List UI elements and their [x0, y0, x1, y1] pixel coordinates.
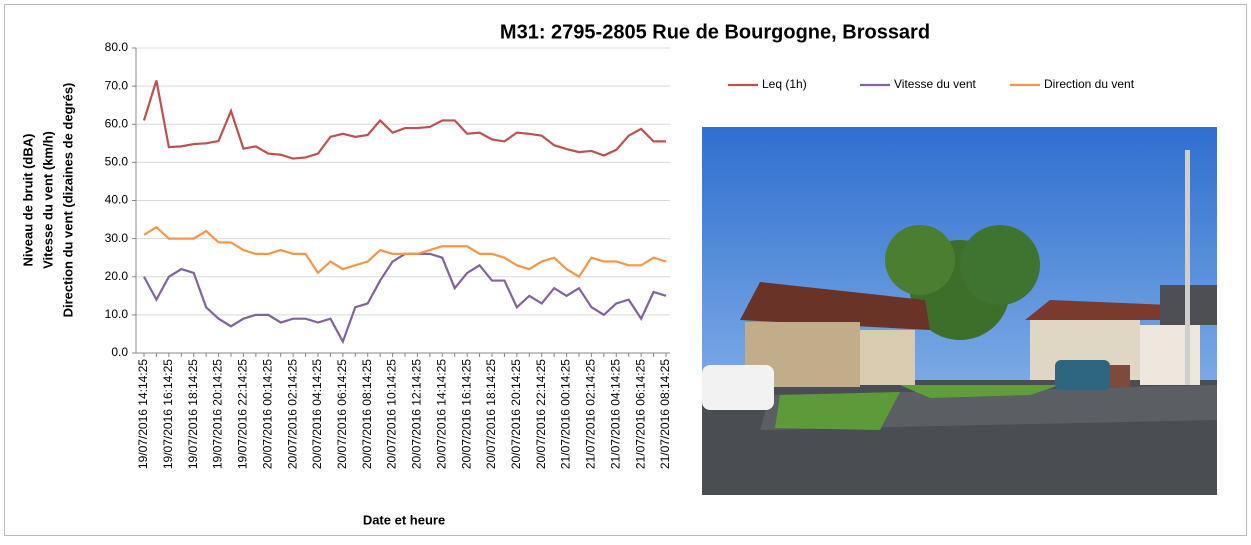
- x-tick-label: 21/07/2016 02:14:25: [584, 359, 598, 469]
- x-tick-label: 20/07/2016 18:14:25: [484, 359, 498, 469]
- y-tick-label: 0.0: [111, 345, 128, 359]
- x-tick-label: 20/07/2016 10:14:25: [385, 359, 399, 469]
- x-tick-label: 19/07/2016 18:14:25: [186, 359, 200, 469]
- y-tick-label: 30.0: [105, 231, 129, 245]
- y-tick-label: 50.0: [105, 155, 129, 169]
- x-tick-label: 21/07/2016 00:14:25: [559, 359, 573, 469]
- x-tick-label: 19/07/2016 20:14:25: [211, 359, 225, 469]
- x-tick-label: 20/07/2016 08:14:25: [360, 359, 374, 469]
- page: M31: 2795-2805 Rue de Bourgogne, Brossar…: [0, 0, 1251, 545]
- x-tick-label: 19/07/2016 16:14:25: [161, 359, 175, 469]
- y-tick-label: 70.0: [105, 78, 129, 92]
- x-tick-label: 19/07/2016 14:14:25: [136, 359, 150, 469]
- x-tick-label: 20/07/2016 00:14:25: [260, 359, 274, 469]
- x-tick-label: 20/07/2016 14:14:25: [434, 359, 448, 469]
- y-axis-label: Direction du vent (dizaines de degrés): [60, 83, 75, 318]
- x-tick-label: 21/07/2016 06:14:25: [633, 359, 647, 469]
- x-tick-label: 19/07/2016 22:14:25: [236, 359, 250, 469]
- chart: M31: 2795-2805 Rue de Bourgogne, Brossar…: [0, 0, 1251, 540]
- y-tick-label: 10.0: [105, 307, 129, 321]
- photo: [702, 127, 1217, 495]
- x-tick-label: 21/07/2016 04:14:25: [608, 359, 622, 469]
- y-axis-label: Niveau de bruit (dBA): [20, 134, 35, 267]
- y-tick-label: 80.0: [105, 40, 129, 54]
- legend-label: Leq (1h): [762, 77, 807, 91]
- y-tick-label: 20.0: [105, 269, 129, 283]
- y-tick-label: 60.0: [105, 116, 129, 130]
- legend-label: Vitesse du vent: [894, 77, 976, 91]
- x-tick-label: 20/07/2016 04:14:25: [310, 359, 324, 469]
- y-axis-label: Vitesse du vent (km/h): [40, 131, 55, 269]
- x-tick-label: 20/07/2016 06:14:25: [335, 359, 349, 469]
- y-tick-label: 40.0: [105, 193, 129, 207]
- x-tick-label: 20/07/2016 16:14:25: [459, 359, 473, 469]
- x-tick-label: 21/07/2016 08:14:25: [658, 359, 672, 469]
- x-tick-label: 20/07/2016 20:14:25: [509, 359, 523, 469]
- chart-title: M31: 2795-2805 Rue de Bourgogne, Brossar…: [500, 21, 930, 43]
- x-tick-label: 20/07/2016 22:14:25: [534, 359, 548, 469]
- x-tick-label: 20/07/2016 02:14:25: [285, 359, 299, 469]
- x-tick-label: 20/07/2016 12:14:25: [410, 359, 424, 469]
- legend-label: Direction du vent: [1044, 77, 1135, 91]
- x-axis-label: Date et heure: [363, 512, 445, 527]
